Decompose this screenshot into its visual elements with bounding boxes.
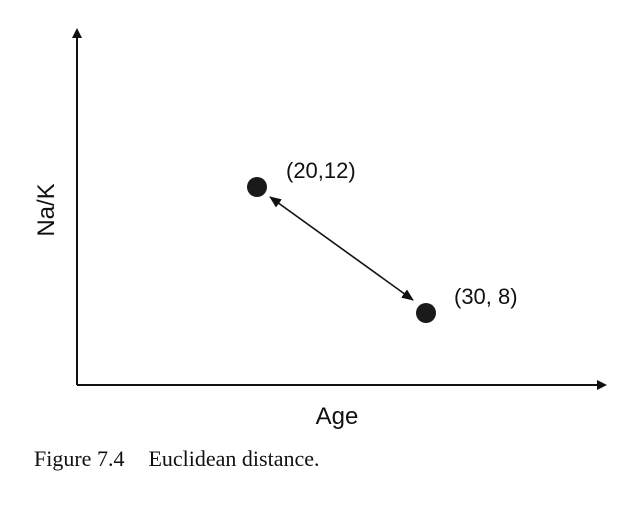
distance-arrow xyxy=(269,196,414,301)
figure-caption-text: Euclidean distance. xyxy=(148,446,320,471)
y-axis-label: Na/K xyxy=(33,183,60,236)
euclidean-distance-diagram: Na/K Age (20,12) (30, 8) xyxy=(33,28,607,430)
figure-caption: Figure 7.4 Euclidean distance. xyxy=(34,446,320,472)
data-point-2 xyxy=(416,303,436,323)
data-point-1-label: (20,12) xyxy=(286,158,356,183)
x-axis-label: Age xyxy=(316,403,359,430)
figure-number: Figure 7.4 xyxy=(34,446,125,471)
data-point-1 xyxy=(247,177,267,197)
data-point-2-label: (30, 8) xyxy=(454,284,518,309)
